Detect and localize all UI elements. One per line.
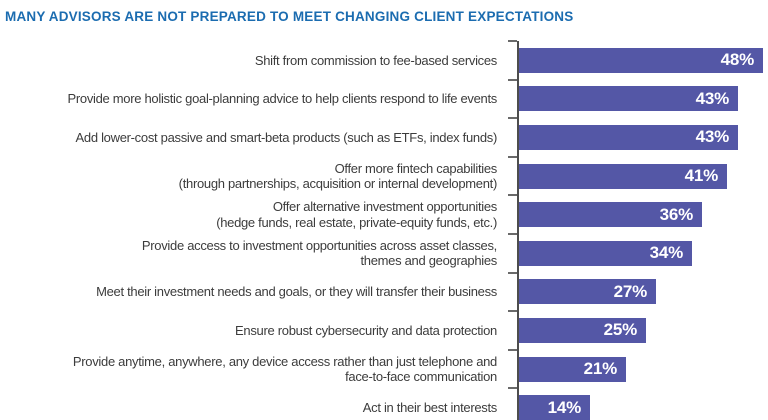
chart-row: Ensure robust cybersecurity and data pro… — [0, 310, 768, 350]
axis-tick-icon — [508, 310, 517, 313]
value-label: 48% — [720, 50, 755, 70]
bar-area: 48% — [519, 47, 768, 73]
chart-rows: Shift from commission to fee-based servi… — [0, 40, 768, 420]
category-label-line: Provide anytime, anywhere, any device ac… — [72, 353, 497, 369]
value-label: 41% — [684, 166, 719, 186]
chart-row: Shift from commission to fee-based servi… — [0, 40, 768, 80]
category-label: Provide anytime, anywhere, any device ac… — [0, 354, 497, 385]
category-label: Add lower-cost passive and smart-beta pr… — [0, 129, 498, 146]
category-label-line: Offer alternative investment opportuniti… — [272, 199, 497, 215]
bar-area: 27% — [519, 279, 768, 305]
chart-title: MANY ADVISORS ARE NOT PREPARED TO MEET C… — [5, 9, 574, 24]
chart-row: Offer more fintech capabilities (through … — [0, 155, 768, 196]
category-label: Act in their best interests — [0, 399, 498, 416]
axis-tick-icon — [508, 194, 517, 197]
category-label-line: face-to-face communication — [345, 369, 497, 385]
bar-area: 14% — [519, 395, 768, 420]
chart-row: Meet their investment needs and goals, o… — [0, 271, 768, 312]
axis-line — [517, 41, 519, 420]
value-label: 43% — [695, 127, 730, 147]
category-label: Meet their investment needs and goals, o… — [0, 284, 497, 300]
bar: 41% — [519, 163, 727, 189]
chart-row: Add lower-cost passive and smart-beta pr… — [0, 117, 768, 157]
axis-tick-icon — [508, 387, 517, 390]
bar: 14% — [519, 395, 590, 420]
bar: 43% — [519, 86, 738, 112]
category-label: Provide more holistic goal-planning advi… — [0, 91, 497, 107]
category-label-line: Meet their investment needs and goals, o… — [96, 284, 497, 300]
bar-area: 25% — [519, 317, 768, 343]
value-label: 21% — [583, 359, 618, 379]
category-label-line: Shift from commission to fee-based servi… — [254, 52, 497, 68]
chart-row: Offer alternative investment opportuniti… — [0, 194, 768, 234]
category-label-line: Offer more fintech capabilities — [334, 160, 498, 176]
chart-row: Act in their best interests 14% — [0, 387, 768, 420]
axis-tick-icon — [508, 155, 517, 158]
bar-area: 43% — [519, 86, 768, 112]
category-label-line: (through partnerships, acquisition or in… — [178, 176, 498, 192]
axis-tick-icon — [508, 271, 517, 274]
value-label: 25% — [603, 320, 638, 340]
value-label: 36% — [659, 204, 694, 224]
axis-tick-icon — [508, 348, 517, 351]
bar: 27% — [519, 279, 656, 305]
bar: 21% — [519, 356, 626, 382]
category-label-line: (hedge funds, real estate, private-equit… — [216, 214, 497, 230]
axis-tick-icon — [508, 232, 517, 235]
chart-row: Provide more holistic goal-planning advi… — [0, 78, 768, 119]
value-label: 43% — [695, 88, 730, 108]
value-label: 34% — [649, 243, 684, 263]
axis-tick-icon — [508, 117, 517, 120]
category-label: Ensure robust cybersecurity and data pro… — [0, 323, 497, 339]
axis-tick-icon — [508, 78, 517, 81]
category-label-line: themes and geographies — [360, 253, 497, 269]
chart-row: Provide anytime, anywhere, any device ac… — [0, 348, 768, 389]
category-label-line: Provide more holistic goal-planning advi… — [67, 91, 497, 107]
category-label: Provide access to investment opportuniti… — [0, 238, 497, 269]
bar: 25% — [519, 317, 646, 343]
category-label: Offer more fintech capabilities (through … — [0, 160, 498, 192]
category-label-line: Act in their best interests — [362, 399, 498, 415]
category-label-line: Provide access to investment opportuniti… — [141, 237, 497, 253]
bar-area: 34% — [519, 240, 768, 266]
axis-tick-icon — [508, 40, 517, 42]
bar: 48% — [519, 47, 763, 73]
bar-area: 36% — [519, 202, 768, 228]
bar: 43% — [519, 124, 738, 150]
category-label-line: Add lower-cost passive and smart-beta pr… — [75, 129, 498, 145]
bar: 34% — [519, 240, 692, 266]
category-label: Shift from commission to fee-based servi… — [0, 53, 497, 69]
value-label: 27% — [613, 281, 648, 301]
chart-row: Provide access to investment opportuniti… — [0, 232, 768, 273]
bar: 36% — [519, 202, 702, 228]
category-label-line: Ensure robust cybersecurity and data pro… — [235, 322, 497, 338]
bar-area: 43% — [519, 124, 768, 150]
category-label: Offer alternative investment opportuniti… — [0, 199, 497, 230]
bar-area: 21% — [519, 356, 768, 382]
value-label: 14% — [547, 397, 582, 417]
bar-area: 41% — [519, 163, 768, 189]
